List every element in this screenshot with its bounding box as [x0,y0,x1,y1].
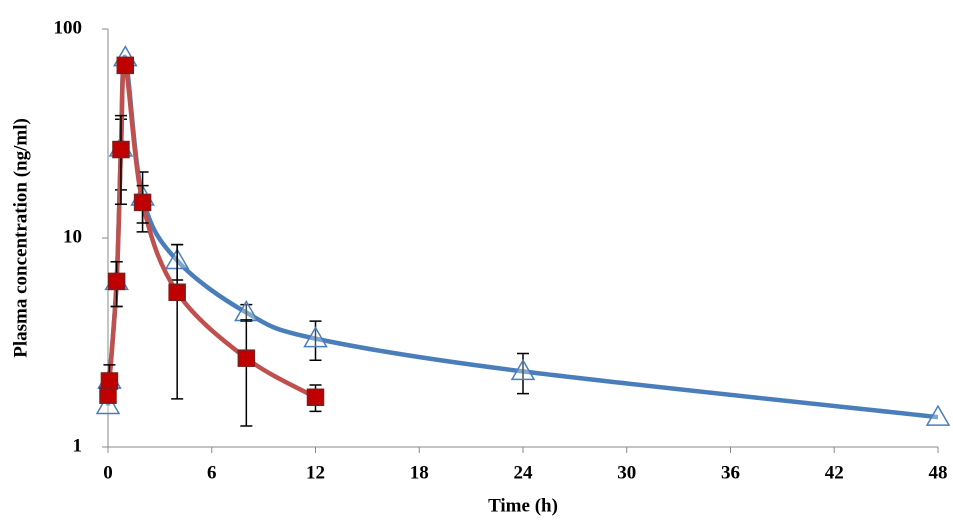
series-line [105,62,317,400]
error-bar [240,319,253,427]
square-marker [100,372,119,390]
square-marker [107,272,126,291]
triangle-marker [234,300,259,322]
y-tick-label: 1 [73,435,83,456]
square-marker [133,193,152,212]
square-marker [112,140,130,159]
square-marker [116,56,135,75]
square-marker [306,388,325,406]
triangle-marker [510,358,536,381]
y-axis-title: Plasma concentration (ng/ml) [10,118,31,358]
error-bar [171,243,184,400]
y-tick-label: 100 [54,17,83,38]
y-tick-label: 10 [63,226,82,247]
error-bar [114,114,127,206]
triangle-marker [925,404,951,426]
triangle-marker [303,326,328,348]
x-tick-label: 36 [721,462,740,483]
x-tick-label: 12 [306,462,325,483]
triangle-marker [95,392,121,415]
x-tick-label: 6 [207,462,217,483]
square-marker [237,349,256,367]
x-tick-label: 24 [514,462,534,483]
x-tick-label: 18 [410,462,429,483]
square-marker [168,283,186,302]
x-tick-label: 48 [929,462,948,483]
x-tick-label: 30 [617,462,636,483]
x-tick-label: 0 [103,462,113,483]
x-axis-title: Time (h) [488,495,558,516]
x-tick-label: 42 [825,462,844,483]
